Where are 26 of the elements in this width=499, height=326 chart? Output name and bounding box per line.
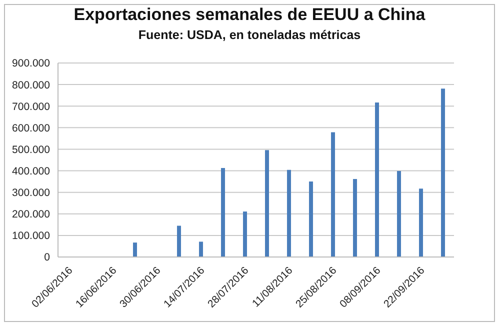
bar	[287, 170, 291, 257]
y-tick-label: 100.000	[12, 230, 50, 242]
bar	[265, 150, 269, 257]
y-tick-label: 200.000	[12, 208, 50, 221]
y-tick-label: 0	[44, 252, 50, 264]
bar	[199, 242, 203, 257]
y-tick-label: 900.000	[12, 58, 50, 70]
y-tick-label: 500.000	[12, 144, 50, 156]
bar	[397, 170, 401, 257]
y-tick-label: 300.000	[12, 187, 50, 200]
bar	[221, 168, 225, 257]
y-tick-label: 800.000	[12, 79, 50, 92]
bar	[331, 132, 335, 257]
y-tick-label: 700.000	[12, 100, 50, 113]
bar	[375, 102, 379, 257]
y-tick-label: 400.000	[12, 166, 50, 178]
bar	[309, 182, 313, 257]
bar	[133, 242, 137, 257]
bar	[353, 178, 357, 257]
chart-subtitle: Fuente: USDA, en toneladas métricas	[137, 28, 362, 42]
chart-title: Exportaciones semanales de EEUU a China	[72, 5, 426, 25]
y-tick-label: 600.000	[12, 122, 50, 134]
bar	[419, 188, 423, 257]
bar	[441, 88, 445, 257]
bar	[177, 226, 181, 257]
bar	[243, 212, 247, 257]
